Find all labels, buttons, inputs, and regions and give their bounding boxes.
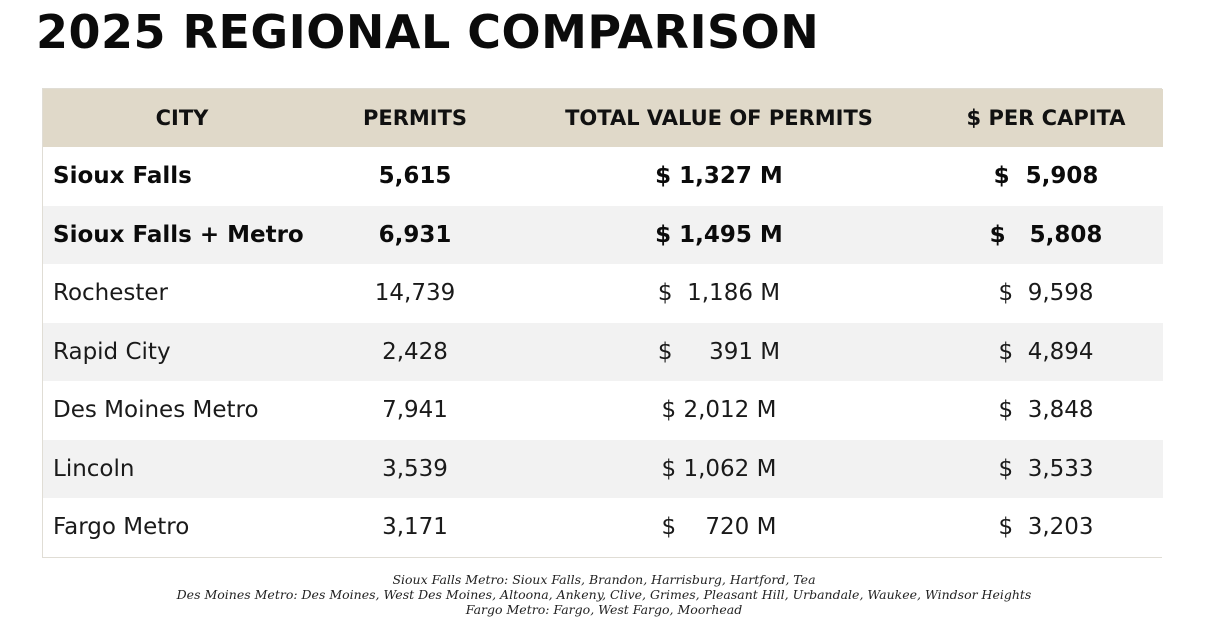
value-text: $ 1,062 M: [661, 455, 777, 482]
city-cell: Rochester: [53, 280, 168, 307]
per-capita-text: $ 3,533: [998, 455, 1094, 482]
table-header-row: CITY PERMITS TOTAL VALUE OF PERMITS $ PE…: [43, 89, 1163, 147]
permits-cell: 7,941: [382, 397, 448, 424]
value-text: $ 2,012 M: [661, 397, 777, 424]
per-capita-text: $ 3,848: [998, 397, 1094, 424]
value-cell: $ 391 M: [509, 323, 929, 382]
per-capita-text: $ 3,203: [998, 514, 1094, 541]
footnote-fargo-metro: Fargo Metro: Fargo, West Fargo, Moorhead: [465, 602, 743, 617]
per-capita-cell: $ 5,908: [929, 147, 1163, 206]
table-row: Des Moines Metro 7,941 $ 2,012 M $ 3,848: [43, 381, 1163, 440]
footnotes: Sioux Falls Metro: Sioux Falls, Brandon,…: [0, 572, 1208, 617]
city-cell: Sioux Falls: [53, 163, 192, 190]
permits-cell: 3,171: [382, 514, 448, 541]
value-cell: $ 1,186 M: [509, 264, 929, 323]
table-row: Sioux Falls 5,615 $ 1,327 M $ 5,908: [43, 147, 1163, 206]
city-cell: Lincoln: [53, 455, 135, 482]
value-text: $ 1,186 M: [657, 280, 781, 307]
city-cell: Fargo Metro: [53, 514, 190, 541]
per-capita-text: $ 4,894: [998, 338, 1094, 365]
table-row: Rochester 14,739 $ 1,186 M $ 9,598: [43, 264, 1163, 323]
value-cell: $ 1,495 M: [509, 206, 929, 265]
permits-cell: 2,428: [382, 338, 448, 365]
per-capita-text: $ 5,808: [989, 221, 1103, 248]
value-text: $ 1,495 M: [655, 221, 783, 248]
permits-cell: 6,931: [378, 221, 452, 248]
permits-cell: 5,615: [378, 163, 452, 190]
header-per-capita: $ PER CAPITA: [966, 106, 1126, 130]
per-capita-text: $ 5,908: [993, 163, 1099, 190]
footnote-des-moines-metro: Des Moines Metro: Des Moines, West Des M…: [176, 587, 1032, 602]
value-cell: $ 720 M: [509, 498, 929, 557]
header-permits: PERMITS: [362, 106, 468, 130]
table-row: Lincoln 3,539 $ 1,062 M $ 3,533: [43, 439, 1163, 499]
value-cell: $ 2,012 M: [509, 381, 929, 440]
per-capita-cell: $ 3,848: [929, 381, 1163, 440]
table-row: Fargo Metro 3,171 $ 720 M $ 3,203: [43, 498, 1163, 557]
per-capita-cell: $ 3,533: [929, 440, 1163, 499]
header-total-value: TOTAL VALUE OF PERMITS: [565, 106, 873, 130]
per-capita-cell: $ 9,598: [929, 264, 1163, 323]
footnote-sioux-falls-metro: Sioux Falls Metro: Sioux Falls, Brandon,…: [392, 572, 816, 587]
per-capita-cell: $ 4,894: [929, 323, 1163, 382]
comparison-table: CITY PERMITS TOTAL VALUE OF PERMITS $ PE…: [42, 88, 1163, 558]
value-text: $ 391 M: [657, 338, 781, 365]
city-cell: Sioux Falls + Metro: [53, 221, 304, 248]
value-cell: $ 1,327 M: [509, 147, 929, 206]
permits-cell: 14,739: [374, 280, 456, 307]
table-row: Rapid City 2,428 $ 391 M $ 4,894: [43, 322, 1163, 382]
permits-cell: 3,539: [382, 455, 448, 482]
city-cell: Rapid City: [53, 338, 171, 365]
per-capita-text: $ 9,598: [998, 280, 1094, 307]
header-city: CITY: [155, 106, 209, 130]
value-text: $ 1,327 M: [655, 163, 783, 190]
per-capita-cell: $ 5,808: [929, 206, 1163, 265]
value-cell: $ 1,062 M: [509, 440, 929, 499]
page-title: 2025 REGIONAL COMPARISON: [36, 5, 820, 59]
per-capita-cell: $ 3,203: [929, 498, 1163, 557]
value-text: $ 720 M: [661, 514, 777, 541]
city-cell: Des Moines Metro: [53, 397, 259, 424]
table-row: Sioux Falls + Metro 6,931 $ 1,495 M $ 5,…: [43, 205, 1163, 265]
